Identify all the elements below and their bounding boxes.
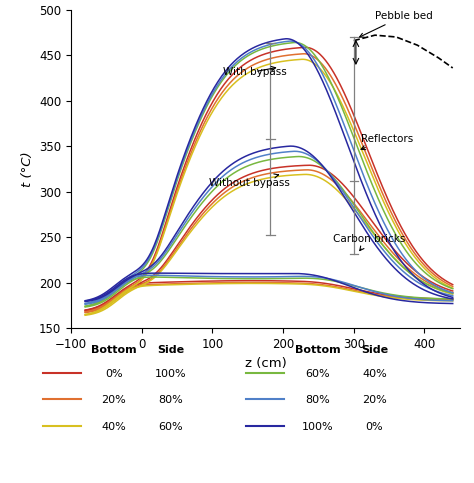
Text: 80%: 80% xyxy=(305,395,330,405)
Text: Reflectors: Reflectors xyxy=(361,134,413,150)
Text: Side: Side xyxy=(361,344,388,355)
Text: 60%: 60% xyxy=(158,422,183,432)
Text: 40%: 40% xyxy=(101,422,126,432)
Text: Carbon bricks: Carbon bricks xyxy=(333,234,405,251)
Text: Bottom: Bottom xyxy=(91,344,137,355)
Text: 0%: 0% xyxy=(105,369,123,379)
Text: 80%: 80% xyxy=(158,395,183,405)
Text: 40%: 40% xyxy=(362,369,387,379)
Text: 20%: 20% xyxy=(362,395,387,405)
Text: Bottom: Bottom xyxy=(295,344,340,355)
X-axis label: z (cm): z (cm) xyxy=(245,357,286,369)
Text: 20%: 20% xyxy=(101,395,126,405)
Text: 0%: 0% xyxy=(365,422,383,432)
Text: With bypass: With bypass xyxy=(223,67,287,77)
Text: 100%: 100% xyxy=(302,422,333,432)
Text: 100%: 100% xyxy=(155,369,186,379)
Text: Side: Side xyxy=(157,344,184,355)
Text: Without bypass: Without bypass xyxy=(209,174,290,188)
Text: Pebble bed: Pebble bed xyxy=(359,11,433,37)
Text: 60%: 60% xyxy=(305,369,330,379)
Y-axis label: t (°C): t (°C) xyxy=(20,151,34,187)
